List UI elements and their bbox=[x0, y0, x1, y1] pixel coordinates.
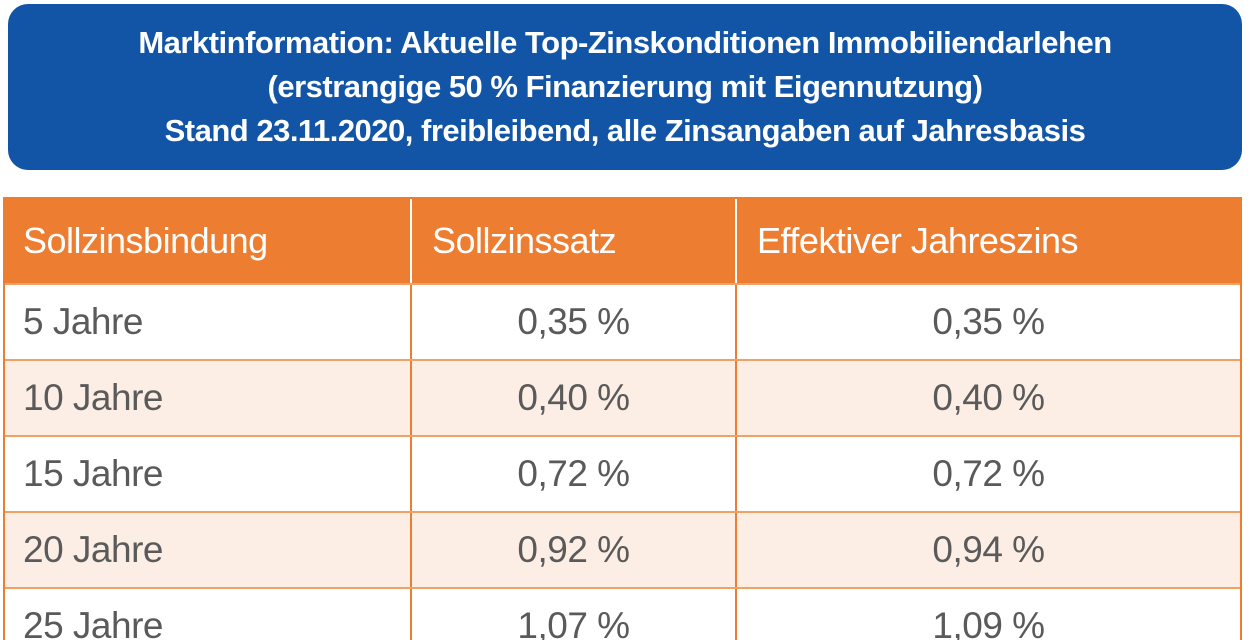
column-header-sollzinssatz: Sollzinssatz bbox=[410, 199, 735, 283]
interest-rate-table: Sollzinsbindung Sollzinssatz Effektiver … bbox=[3, 197, 1242, 640]
cell-binding: 20 Jahre bbox=[23, 529, 164, 570]
banner-subtitle: (erstrangige 50 % Finanzierung mit Eigen… bbox=[267, 69, 983, 104]
cell-effektiver-jahreszins: 0,40 % bbox=[735, 361, 1240, 435]
cell-sollzinssatz: 1,07 % bbox=[410, 589, 735, 640]
table-row: 20 Jahre 0,92 % 0,94 % bbox=[5, 511, 1240, 587]
column-header-effektiver-jahreszins: Effektiver Jahreszins bbox=[735, 199, 1240, 283]
cell-binding: 10 Jahre bbox=[23, 377, 164, 418]
title-banner: Marktinformation: Aktuelle Top-Zinskondi… bbox=[8, 4, 1242, 170]
table-row: 15 Jahre 0,72 % 0,72 % bbox=[5, 435, 1240, 511]
banner-note: Stand 23.11.2020, freibleibend, alle Zin… bbox=[164, 113, 1086, 148]
cell-sollzinssatz: 0,35 % bbox=[410, 285, 735, 359]
cell-sollzinssatz: 0,72 % bbox=[410, 437, 735, 511]
cell-sollzinssatz: 0,92 % bbox=[410, 513, 735, 587]
cell-binding: 15 Jahre bbox=[23, 453, 164, 494]
banner-title: Marktinformation: Aktuelle Top-Zinskondi… bbox=[138, 25, 1112, 60]
table-row: 10 Jahre 0,40 % 0,40 % bbox=[5, 359, 1240, 435]
cell-effektiver-jahreszins: 0,94 % bbox=[735, 513, 1240, 587]
cell-binding: 5 Jahre bbox=[23, 301, 143, 342]
column-header-sollzinsbindung: Sollzinsbindung bbox=[23, 220, 268, 261]
cell-effektiver-jahreszins: 0,35 % bbox=[735, 285, 1240, 359]
cell-sollzinssatz: 0,40 % bbox=[410, 361, 735, 435]
table-header-row: Sollzinsbindung Sollzinssatz Effektiver … bbox=[5, 199, 1240, 283]
cell-effektiver-jahreszins: 0,72 % bbox=[735, 437, 1240, 511]
table-row: 5 Jahre 0,35 % 0,35 % bbox=[5, 283, 1240, 359]
cell-binding: 25 Jahre bbox=[23, 605, 164, 640]
table-row: 25 Jahre 1,07 % 1,09 % bbox=[5, 587, 1240, 640]
cell-effektiver-jahreszins: 1,09 % bbox=[735, 589, 1240, 640]
